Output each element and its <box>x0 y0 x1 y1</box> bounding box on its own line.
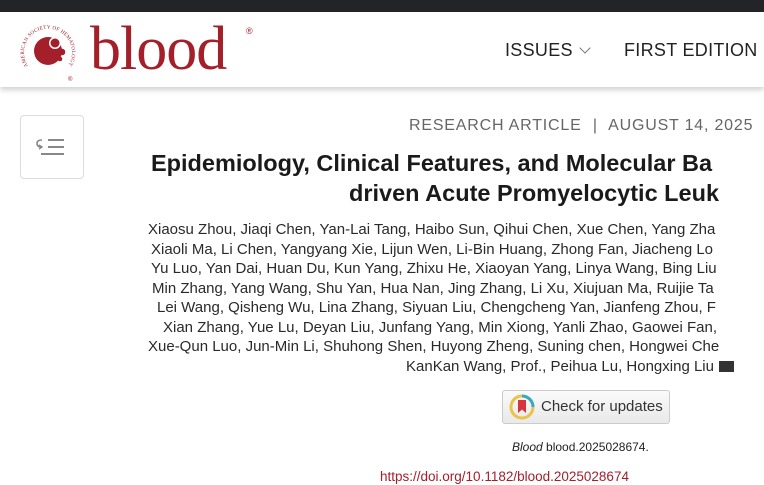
crossmark-icon <box>509 394 535 420</box>
citation: Blood blood.2025028674. <box>512 440 649 454</box>
author-line[interactable]: Lei Wang, Qisheng Wu, Lina Zhang, Siyuan… <box>157 299 716 316</box>
toc-list-icon <box>36 139 64 155</box>
author-line[interactable]: Xiaosu Zhou, Jiaqi Chen, Yan-Lai Tang, H… <box>148 221 716 238</box>
article-title-line-1: Epidemiology, Clinical Features, and Mol… <box>151 150 713 176</box>
citation-journal: Blood <box>512 440 543 454</box>
author-line-last: KanKan Wang, Prof., Peihua Lu, Hongxing … <box>406 358 734 375</box>
article-meta: RESEARCH ARTICLE | AUGUST 14, 2025 <box>409 117 753 135</box>
svg-text:®: ® <box>68 76 73 83</box>
doi-link[interactable]: https://doi.org/10.1182/blood.2025028674 <box>380 469 629 484</box>
chevron-down-icon <box>579 42 591 54</box>
browser-top-bar <box>0 0 764 12</box>
site-header: AMERICAN SOCIETY OF HEMATOLOGY ® blood ®… <box>0 12 764 87</box>
author-names[interactable]: KanKan Wang, Prof., Peihua Lu, Hongxing … <box>406 357 714 375</box>
nav-issues-label: ISSUES <box>505 40 573 60</box>
article-date: AUGUST 14, 2025 <box>608 117 754 134</box>
article-title-line-2: driven Acute Promyelocytic Leuk <box>349 180 720 206</box>
blood-wordmark: blood <box>90 15 227 83</box>
author-line[interactable]: Xiaoli Ma, Li Chen, Yangyang Xie, Lijun … <box>151 240 714 258</box>
nav-first-edition-label: FIRST EDITION <box>624 40 758 60</box>
nav-issues[interactable]: ISSUES <box>505 40 591 61</box>
article-type: RESEARCH ARTICLE <box>409 117 582 134</box>
ash-seal-icon: AMERICAN SOCIETY OF HEMATOLOGY ® <box>20 25 76 83</box>
citation-id: blood.2025028674. <box>546 440 649 454</box>
toc-toggle-button[interactable] <box>20 115 84 179</box>
envelope-icon[interactable] <box>718 360 734 372</box>
check-for-updates-button[interactable]: Check for updates <box>502 390 670 424</box>
check-for-updates-label: Check for updates <box>541 398 663 415</box>
meta-separator: | <box>592 117 598 134</box>
registered-mark: ® <box>246 26 253 36</box>
nav-first-edition[interactable]: FIRST EDITION <box>624 40 758 61</box>
author-line[interactable]: Xian Zhang, Yue Lu, Deyan Liu, Junfang Y… <box>163 318 717 336</box>
author-line[interactable]: Min Zhang, Yang Wang, Shu Yan, Hua Nan, … <box>152 279 714 297</box>
author-line[interactable]: Xue-Qun Luo, Jun-Min Li, Shuhong Shen, H… <box>148 338 720 355</box>
author-line[interactable]: Yu Luo, Yan Dai, Huan Du, Kun Yang, Zhix… <box>151 260 717 277</box>
blood-logo[interactable]: AMERICAN SOCIETY OF HEMATOLOGY ® blood ® <box>18 15 258 84</box>
